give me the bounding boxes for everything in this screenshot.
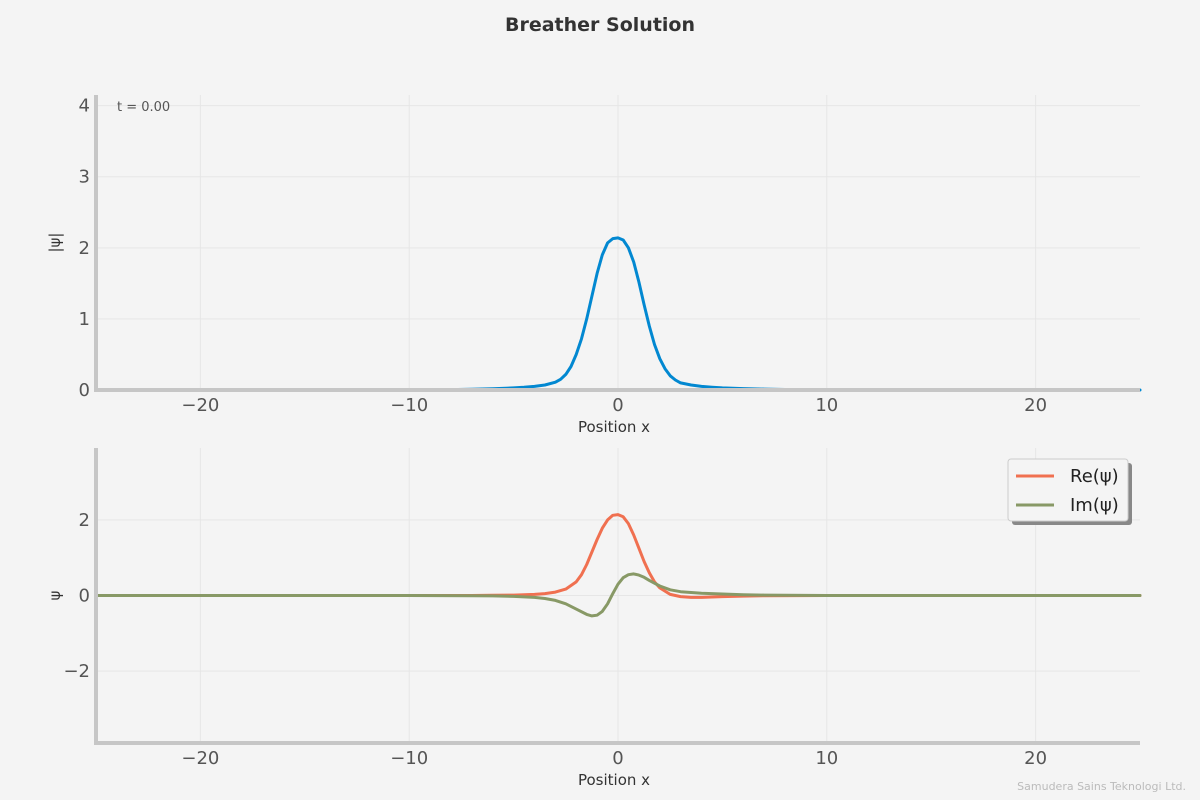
y-tick-label: 0 xyxy=(79,586,90,607)
y-tick-label: 2 xyxy=(79,238,90,259)
legend: Re(ψ) Im(ψ) xyxy=(1007,458,1132,525)
x-tick-label: 0 xyxy=(612,748,623,769)
x-tick-label: 10 xyxy=(815,748,838,769)
y-axis-label: |ψ| xyxy=(46,232,64,252)
x-axis-label: Position x xyxy=(578,771,650,789)
x-tick-label: 0 xyxy=(612,395,623,416)
y-tick-label: 2 xyxy=(79,510,90,531)
series-line-1 xyxy=(94,236,1142,392)
x-tick-label: −10 xyxy=(390,395,428,416)
x-axis-label: Position x xyxy=(578,418,650,436)
x-tick-label: −20 xyxy=(181,748,219,769)
x-tick-label: −10 xyxy=(390,748,428,769)
y-tick-label: 3 xyxy=(79,167,90,188)
y-tick-label: 1 xyxy=(79,309,90,330)
series-line-2 xyxy=(94,572,1142,618)
y-tick-label: 4 xyxy=(79,96,90,117)
legend-label-2: Im(ψ) xyxy=(1070,495,1119,516)
watermark-text: Samudera Sains Teknologi Ltd. xyxy=(1017,780,1186,793)
y-tick-label: 0 xyxy=(79,380,90,401)
legend-label-1: Re(ψ) xyxy=(1070,466,1119,487)
x-tick-label: 20 xyxy=(1024,748,1047,769)
series-line-1 xyxy=(94,513,1142,599)
x-tick-label: 10 xyxy=(815,395,838,416)
x-tick-label: −20 xyxy=(181,395,219,416)
figure-title: Breather Solution xyxy=(505,14,695,36)
y-axis-label: ψ xyxy=(46,590,64,600)
chart-panel-1: −20 −10 0 10 20 0 1 2 3 4 Position x |ψ| t = 0.00 xyxy=(46,95,1142,436)
y-tick-label: −2 xyxy=(63,661,90,682)
time-annotation: t = 0.00 xyxy=(117,100,170,115)
x-tick-label: 20 xyxy=(1024,395,1047,416)
